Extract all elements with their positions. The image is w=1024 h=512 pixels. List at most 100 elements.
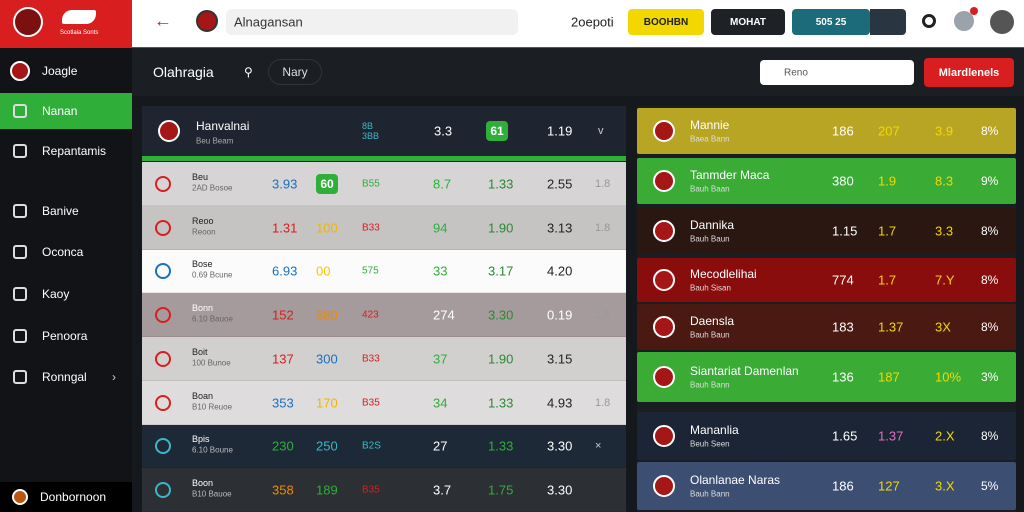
row-odd[interactable]: 3.30 [547, 438, 573, 454]
panel-odd[interactable]: 207 [878, 123, 900, 139]
row-odd[interactable]: 3.13 [547, 220, 573, 236]
panel-odd[interactable]: 1.65 [832, 428, 858, 444]
row-odd[interactable]: 4.93 [547, 395, 573, 411]
row-odd[interactable]: 00 [316, 263, 331, 279]
button-icon[interactable] [870, 9, 906, 35]
row-odd[interactable]: 3.15 [547, 351, 573, 367]
row-odd[interactable]: 3.30 [547, 482, 573, 498]
row-stat: B2S [362, 440, 381, 452]
search-box[interactable] [226, 9, 518, 35]
back[interactable]: ← [154, 10, 172, 31]
panel-odd[interactable]: 1.9 [878, 173, 897, 189]
row-odd[interactable]: 4.20 [547, 263, 573, 279]
panel-odd[interactable]: 774 [832, 272, 854, 288]
row-odd: 353 [272, 395, 294, 411]
chevron[interactable]: › [112, 370, 116, 384]
odd-box[interactable]: 61 [486, 121, 508, 141]
panel-odd[interactable]: 183 [832, 319, 854, 335]
search-icon[interactable]: ⚲ [244, 65, 253, 79]
row-odd[interactable]: 1.33 [488, 176, 514, 192]
row-odd[interactable]: 3.17 [488, 263, 514, 279]
avatar[interactable] [990, 10, 1014, 34]
panel-row[interactable] [637, 412, 1016, 460]
panel-odd[interactable]: 8.3 [935, 173, 954, 189]
panel-odd[interactable]: 2.X [935, 428, 955, 444]
button[interactable]: BOOHBN [628, 9, 704, 35]
sidebar-item[interactable]: Ronngal [42, 370, 87, 384]
row-odd[interactable]: 94 [433, 220, 448, 236]
footer-text[interactable]: Donbornoon [40, 490, 107, 504]
sidebar-item[interactable]: Banive [42, 204, 79, 218]
panel-row[interactable] [637, 462, 1016, 510]
bell[interactable] [922, 14, 936, 28]
panel-odd[interactable]: 3.9 [935, 123, 954, 139]
sidebar-item[interactable]: Joagle [42, 64, 78, 78]
row-odd[interactable]: 0.19 [547, 307, 573, 323]
panel-row[interactable] [637, 158, 1016, 204]
row-odd[interactable]: 3.30 [488, 307, 514, 323]
sidebar-item[interactable]: Nanan [42, 104, 78, 118]
row-odd[interactable]: 1.75 [488, 482, 514, 498]
panel-odd[interactable]: 10% [935, 369, 962, 385]
row-box[interactable]: 60 [316, 173, 338, 194]
panel-row[interactable] [637, 352, 1016, 402]
row-odd[interactable]: 1.90 [488, 351, 514, 367]
panel-odd[interactable]: 127 [878, 478, 900, 494]
table-row[interactable] [142, 162, 626, 206]
row-odd[interactable]: 300 [316, 351, 338, 367]
row-odd[interactable]: 170 [316, 395, 338, 411]
table-row[interactable] [142, 424, 626, 469]
toggle[interactable]: v [598, 125, 604, 137]
panel-odd[interactable]: 7.Y [935, 272, 955, 288]
row-odd[interactable]: 27 [433, 438, 448, 454]
row-odd[interactable]: 274 [433, 307, 455, 323]
sidebar-item[interactable]: Oconca [42, 245, 84, 259]
button[interactable]: MOHAT [711, 9, 785, 35]
panel-row[interactable] [637, 108, 1016, 154]
row-odd[interactable]: 1.33 [488, 395, 514, 411]
row-icon [155, 263, 171, 280]
row-odd[interactable]: 100 [316, 220, 338, 236]
panel-odd[interactable]: 136 [832, 369, 854, 385]
row-odd[interactable]: 1.90 [488, 220, 514, 236]
row-odd[interactable]: 37 [433, 351, 448, 367]
row-odd[interactable]: 580 [316, 307, 338, 323]
panel-search[interactable] [760, 60, 914, 85]
sidebar-item[interactable]: Penoora [42, 329, 88, 343]
row-odd[interactable]: 250 [316, 438, 338, 454]
table-row[interactable] [142, 337, 626, 381]
row-odd[interactable]: 3.7 [433, 482, 452, 498]
panel-odd[interactable]: 1.7 [878, 272, 897, 288]
table-row[interactable] [142, 205, 626, 250]
panel-odd[interactable]: 3X [935, 319, 951, 335]
panel-row[interactable] [637, 304, 1016, 350]
panel-odd[interactable]: 1.37 [878, 319, 904, 335]
table-row[interactable] [142, 380, 626, 425]
panel-odd[interactable]: 186 [832, 123, 854, 139]
panel-row[interactable] [637, 258, 1016, 302]
panel-odd[interactable]: 3.X [935, 478, 955, 494]
table-row[interactable] [142, 468, 626, 512]
panel-odd[interactable]: 1.37 [878, 428, 904, 444]
action-button[interactable]: Mlardlenels [924, 58, 1014, 87]
sidebar-item[interactable]: Kaoy [42, 287, 70, 301]
panel-odd[interactable]: 380 [832, 173, 854, 189]
table-row[interactable] [142, 249, 626, 294]
table-row[interactable] [142, 293, 626, 337]
row-odd[interactable]: 2.55 [547, 176, 573, 192]
panel-odd[interactable]: 1.7 [878, 223, 897, 239]
row-odd[interactable]: 33 [433, 263, 448, 279]
sidebar-item[interactable]: Repantamis [42, 144, 107, 158]
button[interactable]: 505 25 [792, 9, 870, 35]
panel-row[interactable] [637, 208, 1016, 254]
filter[interactable]: Nary [268, 59, 322, 85]
row-odd[interactable]: 34 [433, 395, 448, 411]
panel-odd[interactable]: 186 [832, 478, 854, 494]
notif[interactable] [954, 11, 974, 31]
row-odd[interactable]: 8.7 [433, 176, 452, 192]
panel-odd[interactable]: 1.15 [832, 223, 858, 239]
panel-odd[interactable]: 187 [878, 369, 900, 385]
row-odd[interactable]: 1.33 [488, 438, 514, 454]
panel-odd[interactable]: 3.3 [935, 223, 954, 239]
row-odd[interactable]: 189 [316, 482, 338, 498]
